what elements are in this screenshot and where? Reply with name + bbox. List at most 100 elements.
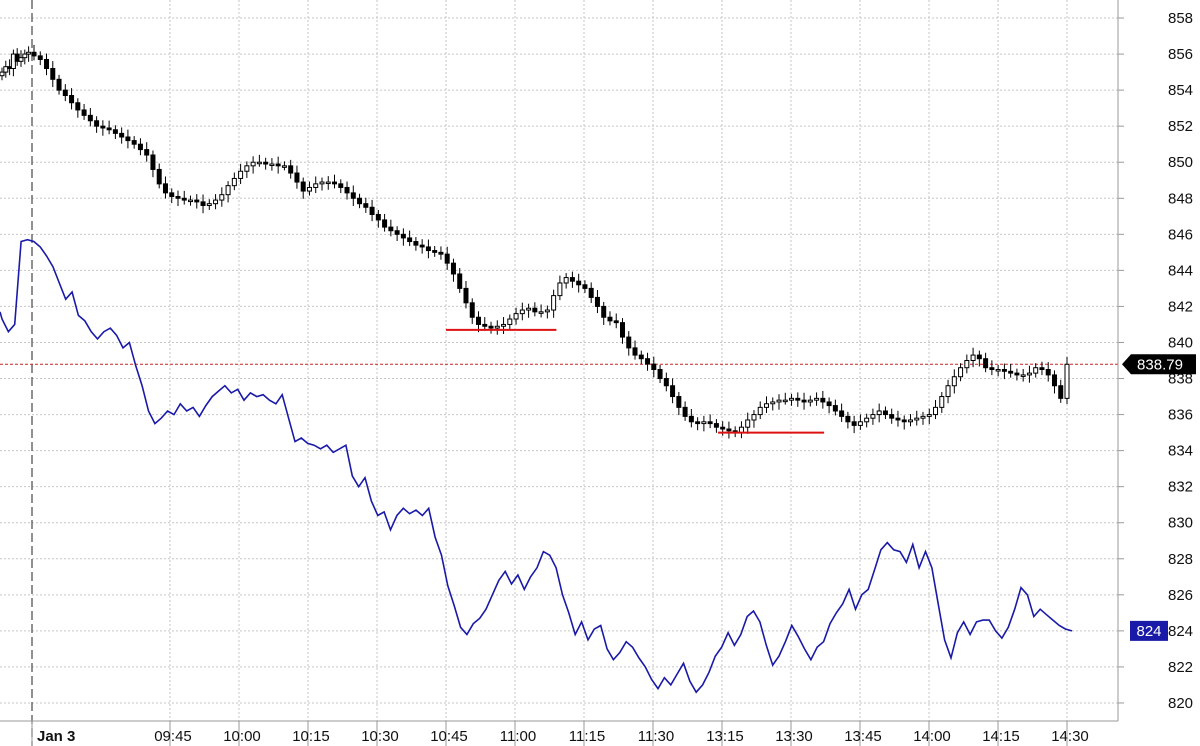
y-tick-label: 850 (1168, 154, 1193, 171)
candle (820, 397, 826, 403)
grid (0, 0, 1118, 746)
candle (125, 136, 131, 142)
candle (137, 143, 143, 151)
candle (31, 51, 37, 57)
candle (939, 396, 945, 408)
candle (325, 181, 331, 185)
candle (482, 323, 488, 327)
candle (219, 194, 225, 201)
candle (0, 71, 5, 77)
comparison-last-label: 824 (1136, 623, 1161, 640)
y-tick-label: 824 (1168, 623, 1193, 640)
candle (181, 197, 187, 201)
candle (670, 385, 676, 398)
candle (663, 378, 669, 387)
y-tick-label: 852 (1168, 118, 1193, 135)
candle (37, 55, 43, 60)
x-tick-label: 14:00 (913, 728, 951, 745)
candle (319, 181, 325, 185)
candle (688, 415, 694, 423)
candle (857, 421, 863, 426)
candle (507, 318, 513, 325)
candle (751, 414, 757, 421)
candle (56, 78, 62, 91)
candle (970, 354, 976, 361)
candle (676, 396, 682, 408)
candle (100, 125, 106, 129)
candle (332, 181, 338, 185)
candle (313, 183, 319, 188)
candle (870, 414, 876, 419)
candle (983, 358, 989, 369)
candle (1033, 367, 1039, 374)
candle (1051, 374, 1057, 387)
x-tick-label: 11:15 (569, 728, 605, 745)
candle (438, 251, 444, 255)
candle (713, 423, 719, 428)
candle (914, 417, 920, 421)
candle (75, 102, 81, 111)
x-tick-label: 10:30 (361, 728, 399, 745)
candle (889, 414, 895, 419)
candle (413, 241, 419, 246)
candle (582, 284, 588, 289)
candle (476, 316, 482, 325)
candle (432, 250, 438, 253)
candle (569, 277, 575, 282)
candle (657, 369, 663, 380)
y-tick-label: 836 (1168, 407, 1193, 424)
candle (920, 415, 926, 419)
candle (112, 129, 118, 134)
candle (369, 206, 375, 215)
candle (294, 172, 300, 183)
candle (594, 296, 600, 307)
x-tick-label: 10:00 (223, 728, 261, 745)
candle (513, 313, 519, 320)
x-tick-label: 10:15 (292, 728, 330, 745)
y-tick-label: 848 (1168, 190, 1193, 207)
candle (22, 53, 28, 59)
candle (789, 397, 795, 401)
candle (50, 67, 56, 80)
candle (494, 325, 500, 329)
candle (162, 183, 168, 194)
candle (501, 323, 507, 327)
candle (907, 419, 913, 423)
candle (1020, 374, 1026, 377)
candle (651, 363, 657, 371)
last-price-label: 838.79 (1137, 356, 1183, 373)
y-tick-label: 854 (1168, 82, 1193, 99)
x-tick-label: Jan 3 (37, 728, 75, 745)
candle (94, 120, 100, 127)
candle (225, 185, 231, 196)
candle (964, 360, 970, 369)
comparison-line (0, 238, 1073, 694)
candle (801, 399, 807, 403)
candle (200, 201, 206, 206)
candle (3, 66, 9, 73)
candle (394, 230, 400, 235)
candle (488, 325, 494, 329)
candle (106, 127, 112, 131)
candle (1058, 385, 1064, 399)
candle (945, 385, 951, 398)
y-tick-label: 858 (1168, 10, 1193, 27)
candle (763, 403, 769, 408)
candle (18, 57, 24, 62)
candle (363, 203, 369, 208)
candle (895, 417, 901, 421)
x-tick-label: 10:45 (430, 728, 468, 745)
candle (776, 399, 782, 403)
y-tick-label: 846 (1168, 226, 1193, 243)
candle (563, 277, 569, 284)
candle (795, 397, 801, 401)
candle (156, 168, 162, 185)
y-tick-label: 838 (1168, 371, 1193, 388)
candle (951, 376, 957, 387)
candle (995, 369, 1001, 372)
candle (807, 399, 813, 403)
x-tick-label: 13:45 (844, 728, 882, 745)
candle (81, 109, 87, 116)
candle (726, 428, 732, 432)
